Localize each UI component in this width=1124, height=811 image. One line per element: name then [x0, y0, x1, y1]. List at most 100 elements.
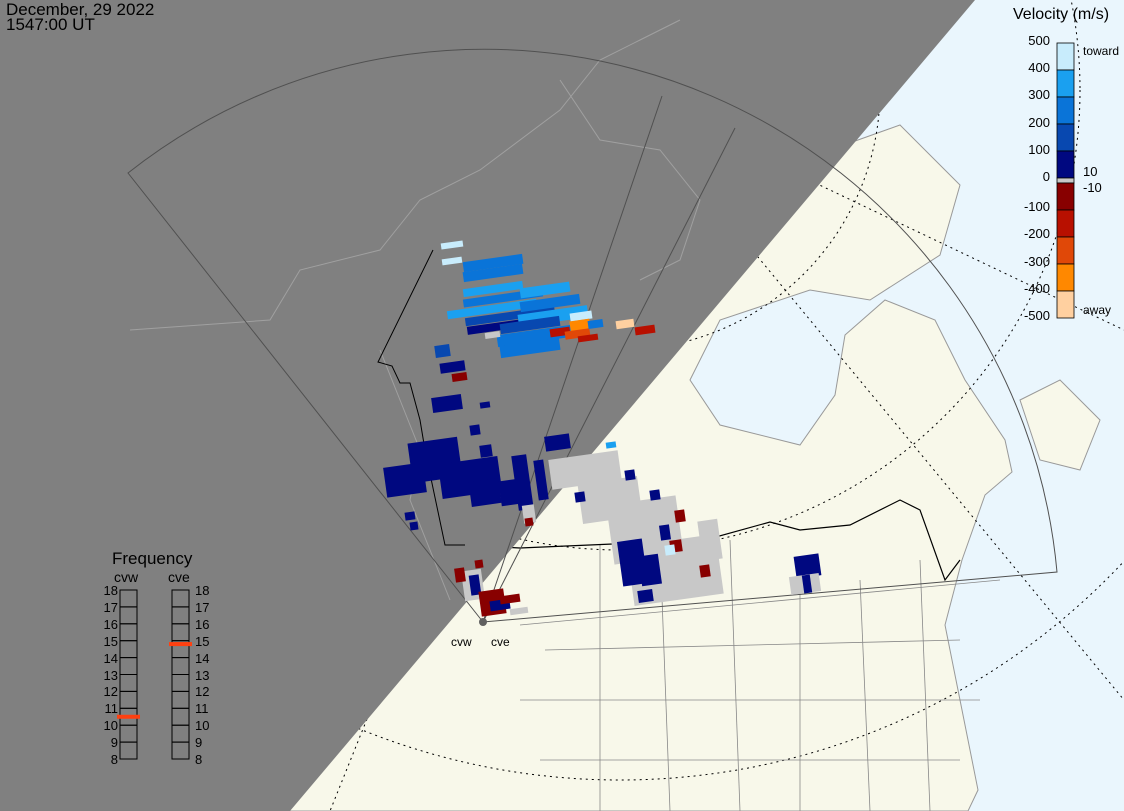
scatter-cell — [664, 544, 676, 556]
radar-site-icon — [479, 618, 487, 626]
colorbar-segment-vm400 — [1056, 263, 1075, 292]
scatter-cell — [484, 330, 501, 340]
freq-cell — [171, 741, 190, 760]
scatter-cell — [454, 567, 466, 583]
land-arctic-island — [1019, 379, 1101, 471]
freq-tick: 12 — [195, 684, 210, 700]
colorbar-segment-vm500 — [1056, 290, 1075, 319]
scatter-cell — [479, 401, 491, 409]
scatter-cell — [569, 310, 593, 322]
scatter-cell — [626, 534, 724, 606]
freq-tick: 9 — [195, 735, 203, 751]
time-label: 1547:00 UT — [6, 15, 95, 34]
scatter-cell — [634, 324, 656, 336]
away-label: away — [1083, 303, 1112, 317]
freq-tick: 8 — [110, 752, 118, 767]
colorbar-title: Velocity (m/s) — [1013, 6, 1110, 23]
colorbar-tick: 100 — [1028, 141, 1050, 157]
scatter-cell — [519, 281, 571, 299]
colorbar-segment-vm200 — [1056, 209, 1075, 238]
colorbar-segment-v100 — [1056, 150, 1075, 179]
frequency-title: Frequency — [112, 549, 193, 568]
scatter-cell — [440, 240, 464, 250]
scatter-cell — [441, 256, 463, 266]
scatter-cell — [451, 371, 468, 383]
freq-radar-cve: cve — [168, 569, 190, 585]
colorbar-tick: 400 — [1028, 60, 1050, 76]
scatter-cell — [499, 315, 561, 335]
scatter-cell — [548, 450, 622, 490]
date-label: December, 29 2022 — [6, 0, 155, 19]
political-borders — [519, 539, 1001, 811]
scatter-cell — [674, 509, 686, 523]
colorbar — [1056, 42, 1075, 319]
gray-upper-label: 10 — [1083, 164, 1098, 179]
colorbar-segment-ground — [1056, 177, 1075, 184]
scatter-cell — [615, 318, 635, 330]
freq-tick: 17 — [103, 599, 118, 615]
colorbar-tick: -500 — [1023, 308, 1050, 323]
colorbar-tick: -200 — [1023, 226, 1050, 242]
scatter-cell — [616, 538, 649, 587]
scatter-cells — [383, 240, 822, 617]
freq-cell — [119, 741, 138, 760]
freq-tick: 11 — [195, 701, 209, 717]
colorbar-segment-v400 — [1056, 69, 1075, 98]
scatter-cell — [383, 462, 427, 498]
scatter-cell — [699, 564, 711, 578]
scatter-cell — [434, 344, 451, 358]
scatter-cell — [524, 517, 534, 527]
freq-tick: 14 — [195, 650, 210, 666]
freq-tick: 14 — [103, 650, 118, 666]
scatter-cell — [605, 441, 617, 449]
colorbar-tick: -400 — [1023, 280, 1050, 296]
scatter-cell — [462, 263, 524, 283]
scatter-cell — [468, 574, 482, 596]
colorbar-segment-v300 — [1056, 96, 1075, 125]
colorbar-tick: 300 — [1028, 87, 1050, 103]
freq-radar-cvw: cvw — [114, 569, 139, 585]
scatter-cell — [544, 433, 571, 452]
scatter-cell — [468, 478, 502, 507]
scatter-cell — [474, 559, 484, 569]
scatter-cell — [462, 253, 524, 273]
toward-label: toward — [1083, 44, 1120, 58]
scatter-cell — [587, 318, 604, 330]
scatter-cell — [431, 393, 463, 414]
colorbar-tick: 200 — [1028, 114, 1050, 130]
freq-marker-cvw — [117, 714, 140, 719]
alaska-border — [377, 249, 465, 546]
scatter-cell — [446, 298, 538, 320]
colorbar-segment-v200 — [1056, 123, 1075, 152]
scatter-cell — [439, 360, 466, 374]
scatter-cell — [499, 593, 521, 605]
freq-tick: 18 — [195, 583, 210, 598]
freq-tick: 17 — [195, 599, 210, 615]
scatter-cell — [533, 459, 549, 501]
scatter-cell — [577, 333, 599, 343]
colorbar-tick: 500 — [1028, 33, 1050, 48]
freq-tick: 10 — [103, 718, 118, 734]
colorbar-tick: 0 — [1042, 169, 1050, 184]
freq-tick: 10 — [195, 718, 210, 734]
freq-tick: 13 — [103, 667, 118, 683]
freq-tick: 15 — [195, 633, 210, 649]
scatter-cell — [793, 553, 822, 579]
radar-label-cvw: cvw — [451, 635, 472, 649]
freq-tick: 9 — [110, 735, 118, 751]
scatter-cell — [499, 337, 561, 359]
freq-tick: 18 — [103, 583, 118, 598]
scatter-cell — [462, 280, 524, 298]
scatter-cell — [404, 511, 416, 521]
colorbar-tick: -100 — [1023, 199, 1050, 215]
freq-tick: 12 — [103, 684, 118, 700]
scatter-cell — [574, 491, 586, 503]
freq-tick: 15 — [103, 633, 118, 649]
freq-tick: 13 — [195, 667, 210, 683]
frequency-panel — [117, 589, 192, 760]
scatter-cell — [638, 553, 662, 587]
scatter-cell — [697, 518, 723, 562]
freq-tick: 16 — [195, 616, 210, 632]
freq-tick: 11 — [104, 701, 119, 717]
